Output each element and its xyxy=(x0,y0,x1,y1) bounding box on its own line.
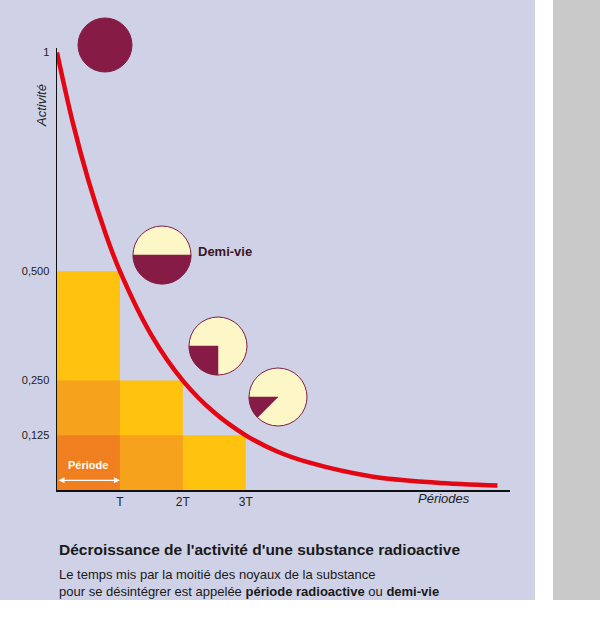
svg-text:1: 1 xyxy=(43,46,49,58)
svg-text:0,250: 0,250 xyxy=(22,374,50,386)
svg-text:T: T xyxy=(116,495,124,509)
svg-text:3T: 3T xyxy=(239,495,254,509)
svg-text:0,125: 0,125 xyxy=(22,429,50,441)
svg-text:2T: 2T xyxy=(176,495,191,509)
svg-text:Période: Période xyxy=(68,459,108,471)
svg-text:Demi-vie: Demi-vie xyxy=(198,244,252,259)
svg-text:Le temps mis par la moitié des: Le temps mis par la moitié des noyaux de… xyxy=(59,567,439,599)
svg-text:Périodes: Périodes xyxy=(418,491,470,506)
svg-text:Décroissance de l'activité d'u: Décroissance de l'activité d'une substan… xyxy=(59,541,460,558)
svg-text:0,500: 0,500 xyxy=(22,265,50,277)
svg-text:Activité: Activité xyxy=(34,84,49,127)
